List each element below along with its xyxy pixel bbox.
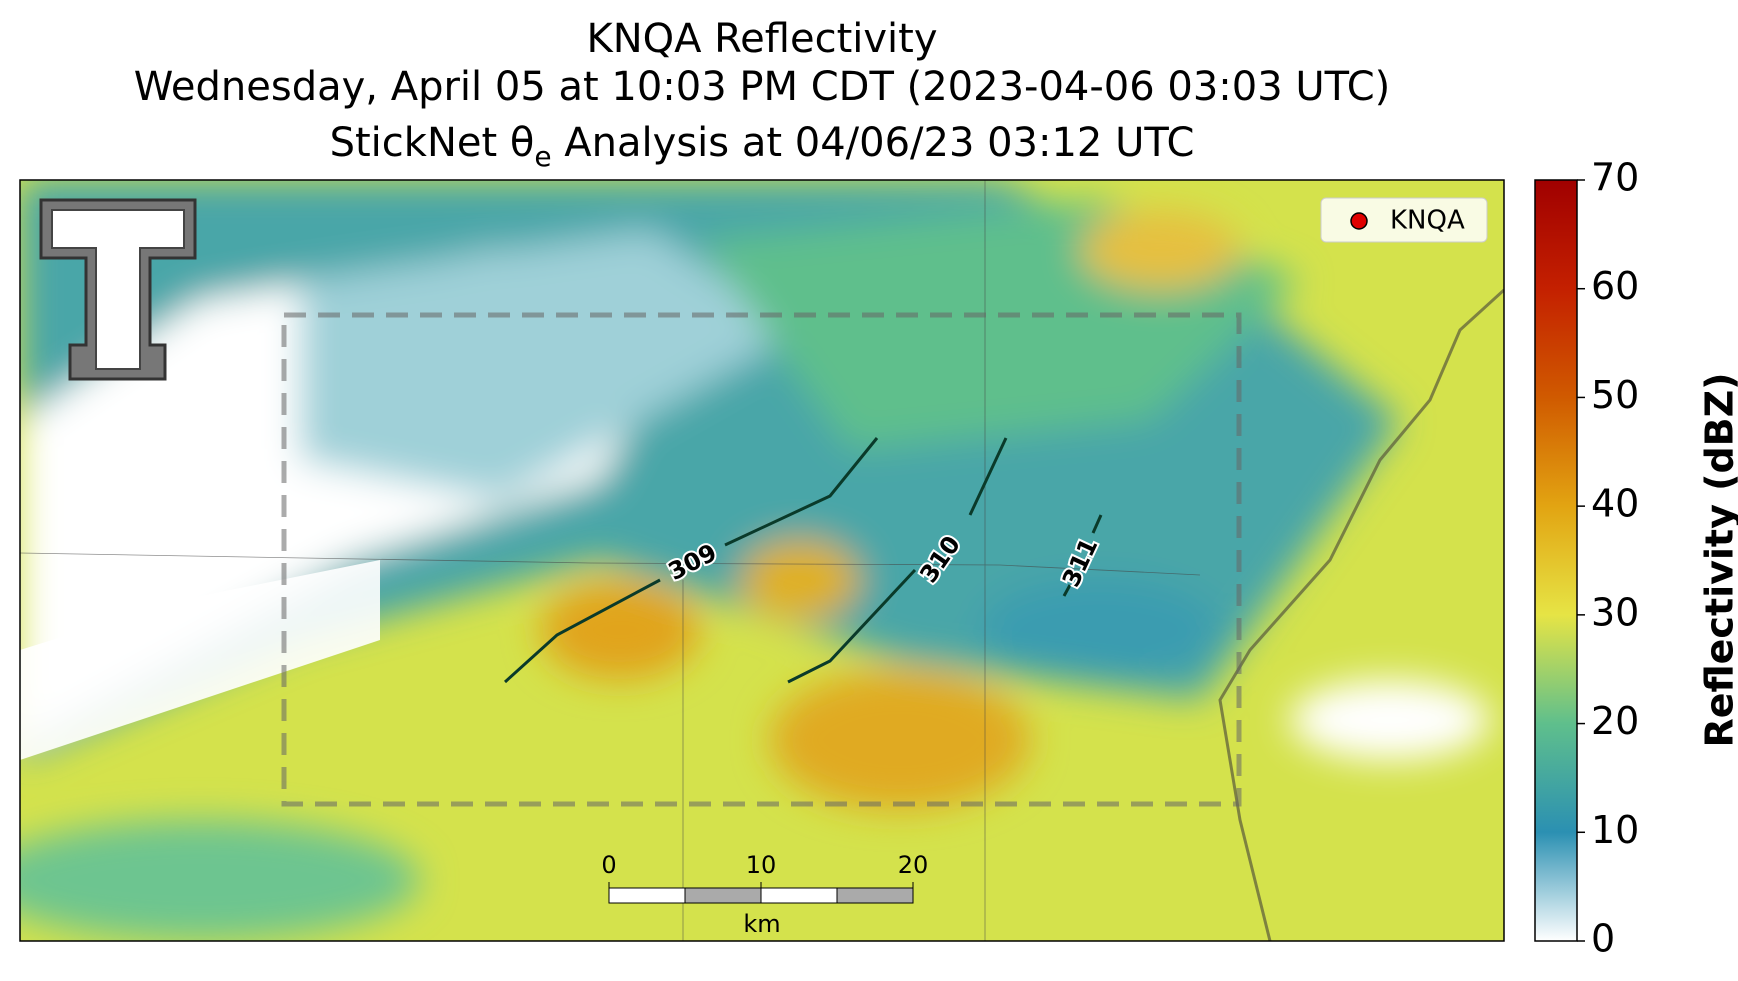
scalebar-segment xyxy=(836,887,914,904)
logo xyxy=(39,198,197,381)
colorbar-tick-label: 0 xyxy=(1591,917,1615,961)
colorbar-tick-label: 60 xyxy=(1591,264,1639,308)
colorbar: 0 10 20 30 40 50 60 70 xyxy=(1534,156,1639,961)
title-line3: StickNet θe Analysis at 04/06/23 03:12 U… xyxy=(330,120,1195,173)
colorbar-tick-label: 10 xyxy=(1591,808,1639,852)
title-line1: KNQA Reflectivity xyxy=(586,16,937,62)
scalebar-label: 10 xyxy=(746,851,777,879)
legend-marker xyxy=(1350,212,1368,230)
colorbar-tick-label: 40 xyxy=(1591,482,1639,526)
radar-field xyxy=(20,180,1504,941)
colorbar-scale xyxy=(1534,179,1578,942)
scalebar-label: 0 xyxy=(601,851,616,879)
colorbar-label: Reflectivity (dBZ) xyxy=(1698,372,1738,747)
legend: KNQA xyxy=(1320,197,1488,243)
scalebar: 0 10 20 xyxy=(601,851,929,904)
colorbar-tick-label: 70 xyxy=(1591,156,1639,200)
scalebar-segment xyxy=(684,887,762,904)
legend-label: KNQA xyxy=(1390,206,1465,236)
map-frame xyxy=(19,179,1505,942)
legend-box xyxy=(1320,197,1488,243)
colorbar-tick-label: 20 xyxy=(1591,699,1639,743)
colorbar-tick-label: 50 xyxy=(1591,373,1639,417)
scalebar-segment xyxy=(608,887,686,904)
scalebar-label: 20 xyxy=(898,851,929,879)
colorbar-tick-label: 30 xyxy=(1591,590,1639,634)
title-line2: Wednesday, April 05 at 10:03 PM CDT (202… xyxy=(134,64,1391,110)
scalebar-unit: km xyxy=(743,910,780,938)
theta-e-contours xyxy=(503,437,1103,684)
scalebar-segment xyxy=(760,887,838,904)
